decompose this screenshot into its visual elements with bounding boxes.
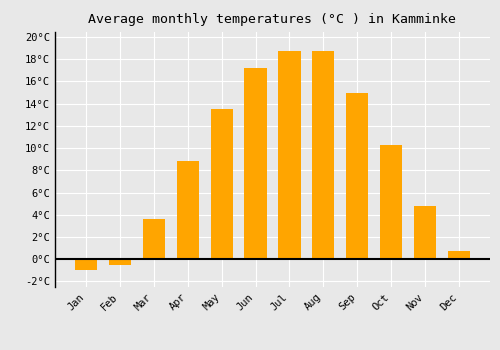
Bar bbox=[176, 161, 199, 259]
Bar bbox=[108, 259, 131, 265]
Bar bbox=[448, 251, 470, 259]
Bar bbox=[278, 51, 300, 259]
Bar bbox=[414, 206, 436, 259]
Bar bbox=[244, 68, 266, 259]
Bar bbox=[380, 145, 402, 259]
Bar bbox=[210, 109, 233, 259]
Bar bbox=[346, 93, 368, 259]
Bar bbox=[312, 51, 334, 259]
Bar bbox=[142, 219, 165, 259]
Title: Average monthly temperatures (°C ) in Kamminke: Average monthly temperatures (°C ) in Ka… bbox=[88, 13, 456, 26]
Bar bbox=[75, 259, 97, 270]
